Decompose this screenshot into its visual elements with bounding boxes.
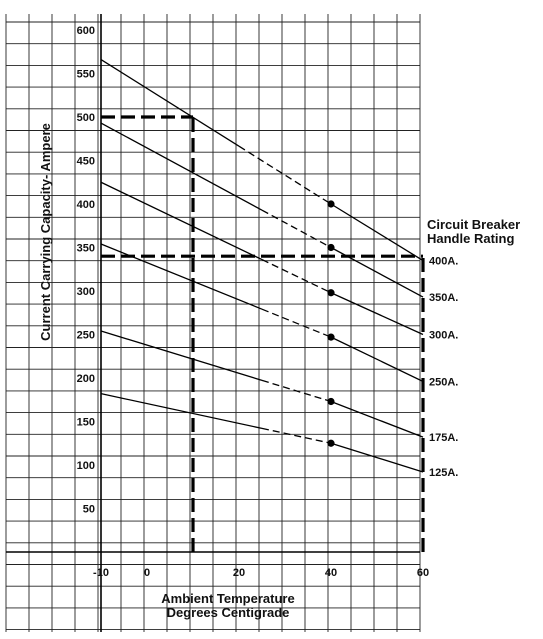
y-tick-label: 300 bbox=[77, 286, 95, 298]
y-tick-label: 250 bbox=[77, 330, 95, 342]
series-line-solid bbox=[100, 243, 263, 310]
series-line-solid bbox=[330, 292, 424, 336]
series-line-dashed bbox=[238, 145, 332, 205]
y-tick-label: 150 bbox=[77, 417, 95, 429]
series-line-dashed bbox=[261, 427, 332, 444]
data-point bbox=[327, 243, 335, 252]
data-point bbox=[327, 397, 335, 406]
series-label: 300A. bbox=[429, 330, 458, 342]
series-line-solid bbox=[100, 330, 263, 381]
series-label: 250A. bbox=[429, 376, 458, 388]
y-tick-label: 600 bbox=[77, 25, 95, 37]
series-line-dashed bbox=[261, 209, 332, 249]
y-tick-label: 550 bbox=[77, 69, 95, 81]
x-tick-label: 20 bbox=[233, 567, 245, 579]
data-point bbox=[327, 439, 335, 447]
series-line-dashed bbox=[261, 379, 332, 403]
x-axis-label-line2: Degrees Centigrade bbox=[167, 605, 290, 620]
y-tick-label: 500 bbox=[77, 112, 95, 124]
x-tick-label: 60 bbox=[417, 567, 429, 579]
y-tick-label: 100 bbox=[77, 460, 95, 472]
legend-title-line2: Handle Rating bbox=[427, 231, 514, 246]
y-tick-label: 450 bbox=[77, 156, 95, 168]
series-label: 350A. bbox=[429, 292, 458, 304]
series-line-solid bbox=[330, 400, 424, 438]
series-line-solid bbox=[330, 246, 424, 298]
series-label: 125A. bbox=[429, 467, 458, 479]
y-tick-labels: 50 100 150 200 250 300 350 400 450 500 550 600 bbox=[77, 25, 95, 516]
data-markers bbox=[327, 200, 335, 447]
series-line-dashed bbox=[261, 259, 332, 294]
x-tick-label: 40 bbox=[325, 567, 337, 579]
series-line-solid bbox=[100, 59, 240, 147]
y-tick-label: 400 bbox=[77, 199, 95, 211]
y-tick-label: 350 bbox=[77, 243, 95, 255]
series-line-solid bbox=[330, 203, 424, 262]
y-tick-label: 50 bbox=[83, 504, 95, 516]
x-axis-label-line1: Ambient Temperature bbox=[161, 591, 294, 606]
series-label: 175A. bbox=[429, 432, 458, 444]
series-line-dashed bbox=[261, 308, 332, 338]
y-axis-label: Current Carrying Capacity- Ampere bbox=[38, 123, 53, 341]
reference-lines bbox=[101, 115, 425, 552]
series-lines bbox=[100, 59, 424, 473]
series-line-solid bbox=[100, 393, 263, 430]
series-line-solid bbox=[100, 181, 263, 261]
series-line-solid bbox=[330, 442, 424, 473]
x-tick-label: -10 bbox=[93, 567, 109, 579]
data-point bbox=[327, 289, 335, 297]
legend-labels: 400A. 350A. 300A. 250A. 175A. 125A. bbox=[429, 256, 458, 479]
x-tick-label: 0 bbox=[144, 567, 150, 579]
data-point bbox=[327, 200, 335, 208]
legend-title-line1: Circuit Breaker bbox=[427, 217, 520, 232]
series-line-solid bbox=[330, 336, 424, 383]
series-line-solid bbox=[100, 122, 263, 211]
data-point bbox=[327, 333, 335, 341]
y-tick-label: 200 bbox=[77, 373, 95, 385]
series-label: 400A. bbox=[429, 256, 458, 268]
x-tick-labels: -10 0 20 40 60 bbox=[93, 567, 429, 579]
